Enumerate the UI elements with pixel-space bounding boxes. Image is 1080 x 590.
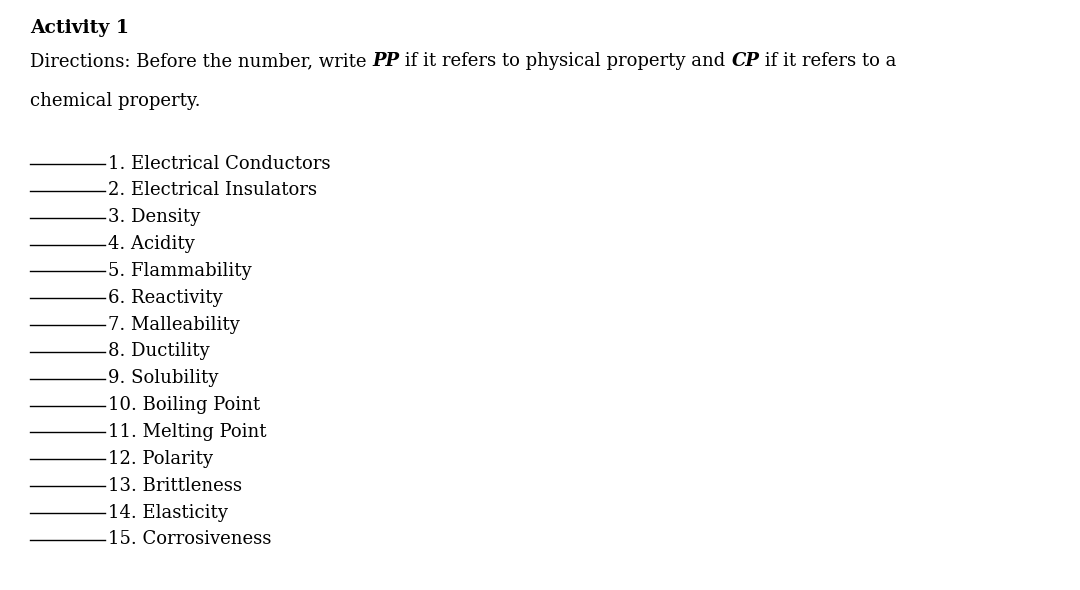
Text: 11. Melting Point: 11. Melting Point bbox=[108, 423, 267, 441]
Text: if it refers to a: if it refers to a bbox=[759, 52, 896, 70]
Text: 4. Acidity: 4. Acidity bbox=[108, 235, 194, 253]
Text: Directions: Before the number, write: Directions: Before the number, write bbox=[30, 52, 373, 70]
Text: 5. Flammability: 5. Flammability bbox=[108, 262, 252, 280]
Text: if it refers to physical property and: if it refers to physical property and bbox=[400, 52, 731, 70]
Text: 12. Polarity: 12. Polarity bbox=[108, 450, 213, 468]
Text: 10. Boiling Point: 10. Boiling Point bbox=[108, 396, 260, 414]
Text: 7. Malleability: 7. Malleability bbox=[108, 316, 240, 334]
Text: CP: CP bbox=[731, 52, 759, 70]
Text: 13. Brittleness: 13. Brittleness bbox=[108, 477, 242, 495]
Text: 6. Reactivity: 6. Reactivity bbox=[108, 289, 222, 307]
Text: 3. Density: 3. Density bbox=[108, 208, 200, 227]
Text: 8. Ductility: 8. Ductility bbox=[108, 342, 210, 360]
Text: 2. Electrical Insulators: 2. Electrical Insulators bbox=[108, 182, 318, 199]
Text: PP: PP bbox=[373, 52, 400, 70]
Text: Activity 1: Activity 1 bbox=[30, 19, 130, 37]
Text: chemical property.: chemical property. bbox=[30, 92, 201, 110]
Text: 9. Solubility: 9. Solubility bbox=[108, 369, 218, 388]
Text: 15. Corrosiveness: 15. Corrosiveness bbox=[108, 530, 271, 549]
Text: 14. Elasticity: 14. Elasticity bbox=[108, 504, 228, 522]
Text: 1. Electrical Conductors: 1. Electrical Conductors bbox=[108, 155, 330, 173]
